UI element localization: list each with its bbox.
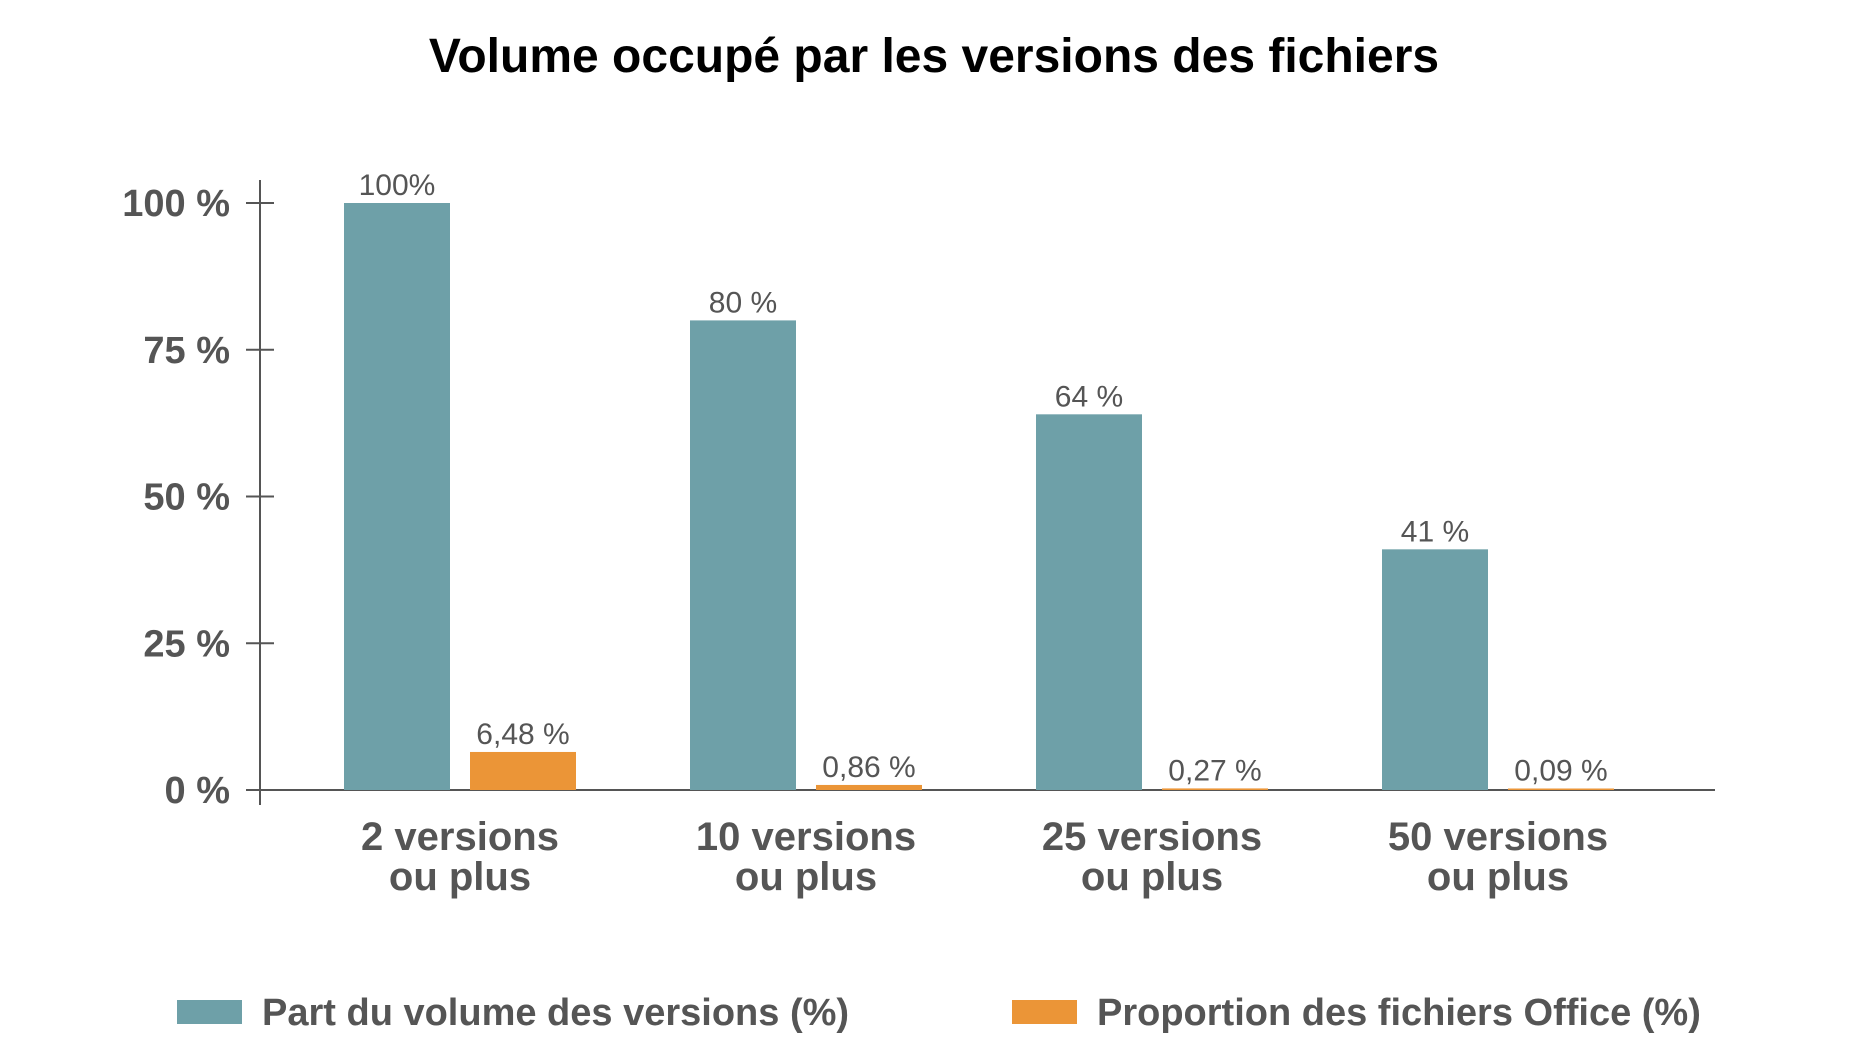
legend-label: Part du volume des versions (%) xyxy=(262,992,849,1034)
data-label: 0,09 % xyxy=(1514,755,1607,788)
legend-swatch xyxy=(1012,1000,1077,1024)
axes: 0 % 25 % 50 % 75 % 100 % xyxy=(122,180,1715,812)
x-tick-label: ou plus xyxy=(735,855,877,899)
y-tick-label: 25 % xyxy=(143,623,230,665)
x-tick-label: ou plus xyxy=(1427,855,1569,899)
data-label: 41 % xyxy=(1401,515,1469,548)
y-tick-label: 50 % xyxy=(143,477,230,519)
x-tick-label: 10 versions xyxy=(696,815,916,859)
bar xyxy=(470,751,576,790)
bar xyxy=(1508,788,1614,790)
bar xyxy=(1162,788,1268,790)
legend-label: Proportion des fichiers Office (%) xyxy=(1097,992,1701,1034)
chart-title: Volume occupé par les versions des fichi… xyxy=(429,30,1439,83)
data-label: 0,86 % xyxy=(822,751,915,784)
x-tick-label: ou plus xyxy=(1081,855,1223,899)
x-tick-label: ou plus xyxy=(389,855,531,899)
data-label: 64 % xyxy=(1055,380,1123,413)
data-label: 80 % xyxy=(709,286,777,319)
bar xyxy=(690,320,796,790)
x-tick-label: 50 versions xyxy=(1388,815,1608,859)
y-tick-label: 100 % xyxy=(122,183,230,225)
bar xyxy=(816,784,922,790)
bar xyxy=(344,203,450,790)
bar xyxy=(1382,549,1488,790)
y-tick-label: 0 % xyxy=(165,770,230,812)
data-label: 100% xyxy=(359,169,436,202)
legend: Part du volume des versions (%) Proportio… xyxy=(177,992,1701,1034)
y-tick-label: 75 % xyxy=(143,330,230,372)
bar xyxy=(1036,414,1142,790)
data-label: 6,48 % xyxy=(476,718,569,751)
legend-swatch xyxy=(177,1000,242,1024)
x-tick-label: 2 versions xyxy=(361,815,559,859)
x-tick-label: 25 versions xyxy=(1042,815,1262,859)
data-label: 0,27 % xyxy=(1168,754,1261,787)
